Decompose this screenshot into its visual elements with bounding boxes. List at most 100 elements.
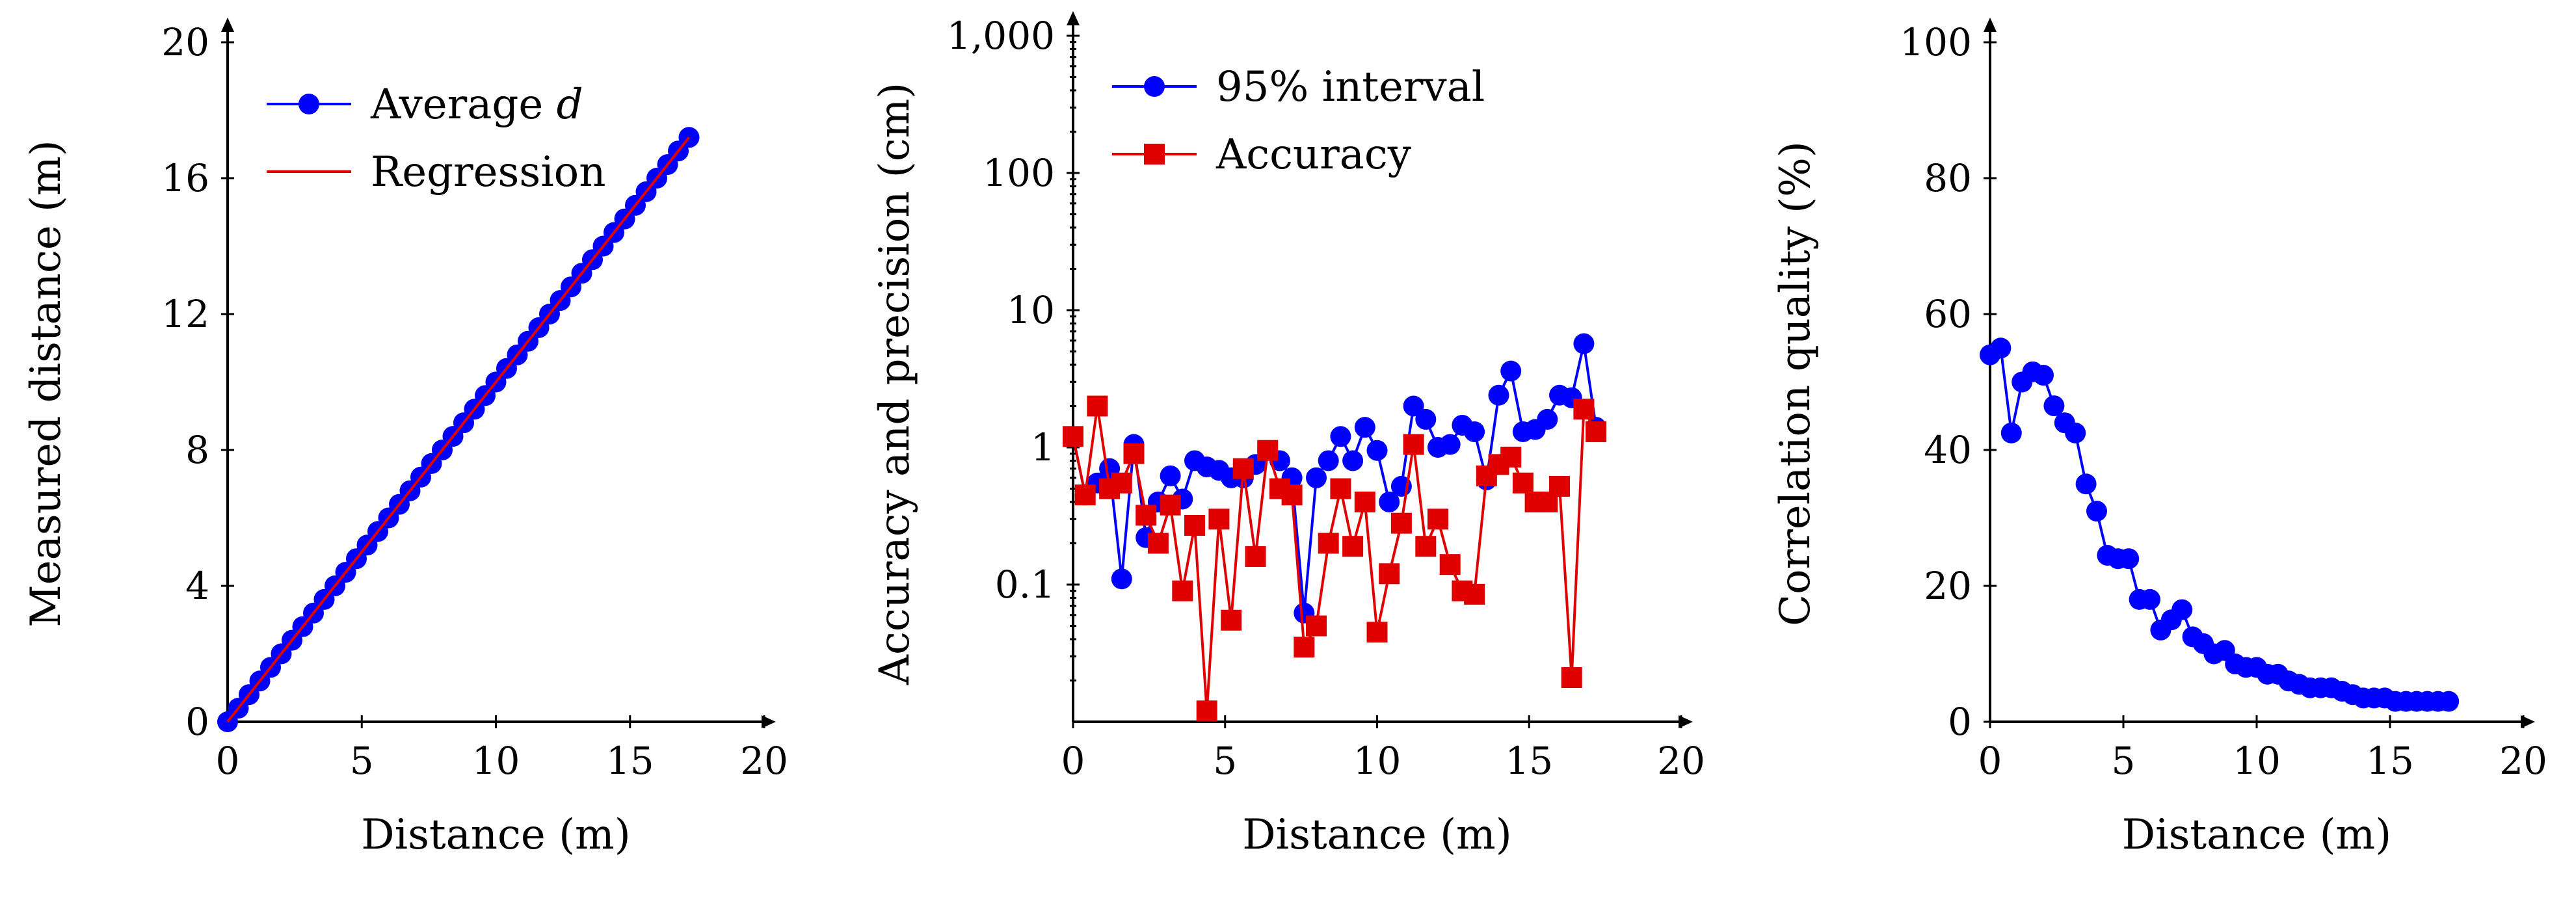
data-point bbox=[1111, 472, 1132, 494]
data-point bbox=[1147, 533, 1169, 554]
y-tick-label: 20 bbox=[1924, 564, 1972, 608]
x-tick-label: 0 bbox=[1061, 739, 1085, 783]
x-tick-label: 10 bbox=[2233, 739, 2281, 783]
data-point bbox=[1464, 583, 1485, 605]
data-point bbox=[1232, 458, 1254, 479]
data-point bbox=[2171, 599, 2193, 620]
x-axis-title: Distance (m) bbox=[361, 811, 630, 859]
x-axis-title: Distance (m) bbox=[1242, 811, 1511, 859]
data-point bbox=[1074, 484, 1096, 506]
y-tick-label: 0.1 bbox=[995, 562, 1055, 607]
legend-item: 95% interval bbox=[1112, 63, 1485, 111]
x-axis-title: Distance (m) bbox=[2122, 811, 2391, 859]
data-point bbox=[2086, 501, 2107, 522]
x-tick-label: 10 bbox=[472, 739, 520, 783]
y-tick-label: 4 bbox=[185, 564, 209, 608]
x-tick-label: 20 bbox=[1657, 739, 1705, 783]
data-point bbox=[1281, 484, 1303, 506]
data-point bbox=[1573, 333, 1595, 354]
x-tick-label: 15 bbox=[2366, 739, 2414, 783]
data-point bbox=[1087, 395, 1108, 417]
legend-marker bbox=[1144, 76, 1165, 97]
data-point bbox=[2075, 473, 2097, 495]
legend-item: Regression bbox=[267, 148, 605, 196]
data-point bbox=[1123, 443, 1145, 464]
data-point bbox=[1512, 472, 1534, 494]
data-point bbox=[1257, 440, 1279, 461]
data-point bbox=[1464, 421, 1485, 442]
data-point bbox=[1561, 667, 1582, 689]
y-tick-label: 16 bbox=[161, 156, 209, 200]
y-tick-label: 40 bbox=[1924, 428, 1972, 472]
y-axis-title: Measured distance (m) bbox=[22, 140, 70, 627]
y-tick-label: 0 bbox=[1948, 700, 1972, 744]
y-axis-arrow bbox=[1984, 18, 1997, 32]
series-regression bbox=[226, 137, 691, 723]
y-tick-label: 1,000 bbox=[947, 14, 1055, 58]
data-point bbox=[2000, 422, 2022, 443]
legend-label: 95% interval bbox=[1216, 63, 1485, 111]
data-point bbox=[1573, 399, 1595, 420]
legend: Average d Regression bbox=[267, 81, 605, 196]
y-tick-label: 12 bbox=[161, 292, 209, 336]
y-tick-label: 100 bbox=[983, 151, 1055, 195]
y-tick-label: 1 bbox=[1031, 425, 1055, 469]
data-point bbox=[2438, 691, 2460, 712]
data-point bbox=[2140, 588, 2160, 610]
x-tick-label: 15 bbox=[606, 739, 654, 783]
chart-panel-2: 0 5 10 15 20 0.1 1 10 100 1,000 Distance (m) Accura… bbox=[871, 11, 1705, 859]
chart-panel-1: 0 5 10 15 20 0 4 8 12 16 20 Distance (m) Measured di… bbox=[22, 18, 788, 859]
data-point bbox=[1488, 384, 1509, 406]
legend-item: Average d bbox=[267, 81, 583, 129]
legend-item: Accuracy bbox=[1112, 131, 1411, 179]
data-point bbox=[1063, 426, 1083, 447]
axes: 0 5 10 15 20 0 4 8 12 16 20 bbox=[161, 18, 788, 783]
x-tick-label: 5 bbox=[350, 739, 374, 783]
y-tick-label: 8 bbox=[185, 428, 209, 472]
y-tick-label: 60 bbox=[1924, 292, 1972, 336]
x-tick-label: 0 bbox=[216, 739, 240, 783]
data-point bbox=[1500, 446, 1522, 468]
data-point bbox=[1549, 475, 1570, 497]
data-point bbox=[1184, 514, 1205, 536]
x-tick-label: 20 bbox=[740, 739, 788, 783]
series-95-interval bbox=[1063, 333, 1607, 624]
data-point bbox=[1330, 426, 1351, 447]
data-point bbox=[1990, 337, 2012, 359]
data-point bbox=[1379, 491, 1400, 512]
data-point bbox=[1330, 478, 1351, 499]
legend-marker bbox=[1144, 144, 1165, 165]
data-point bbox=[1294, 637, 1315, 658]
y-tick-label: 80 bbox=[1924, 156, 1972, 200]
data-point bbox=[1500, 360, 1522, 382]
data-point bbox=[1196, 700, 1217, 722]
series-line bbox=[226, 137, 691, 723]
series-accuracy bbox=[1063, 395, 1607, 722]
data-point bbox=[1160, 494, 1181, 516]
data-point bbox=[1427, 508, 1448, 530]
data-point bbox=[1208, 508, 1230, 530]
series-correlation-quality bbox=[1980, 337, 2460, 712]
data-point bbox=[1415, 408, 1437, 430]
x-tick-label: 15 bbox=[1505, 739, 1553, 783]
data-point bbox=[1439, 434, 1461, 455]
data-point bbox=[1390, 512, 1412, 534]
data-point bbox=[1586, 421, 1607, 442]
data-point bbox=[1354, 417, 1375, 438]
y-axis-title: Accuracy and precision (cm) bbox=[871, 83, 919, 686]
data-point bbox=[1415, 536, 1437, 557]
data-point bbox=[1245, 546, 1266, 567]
data-point bbox=[1342, 450, 1364, 471]
chart-panel-3: 0 5 10 15 20 0 20 40 60 80 100 Distance (m) Correlat… bbox=[1772, 18, 2547, 859]
axes: 0 5 10 15 20 0.1 1 10 100 1,000 bbox=[947, 11, 1705, 783]
y-tick-label: 0 bbox=[185, 700, 209, 744]
data-point bbox=[1366, 440, 1388, 461]
y-axis-arrow bbox=[1067, 11, 1080, 25]
data-point bbox=[1221, 609, 1242, 631]
data-point bbox=[1306, 615, 1327, 637]
x-tick-label: 5 bbox=[2112, 739, 2136, 783]
data-point bbox=[1111, 568, 1132, 590]
data-point bbox=[1160, 465, 1181, 486]
data-point bbox=[1135, 505, 1157, 526]
